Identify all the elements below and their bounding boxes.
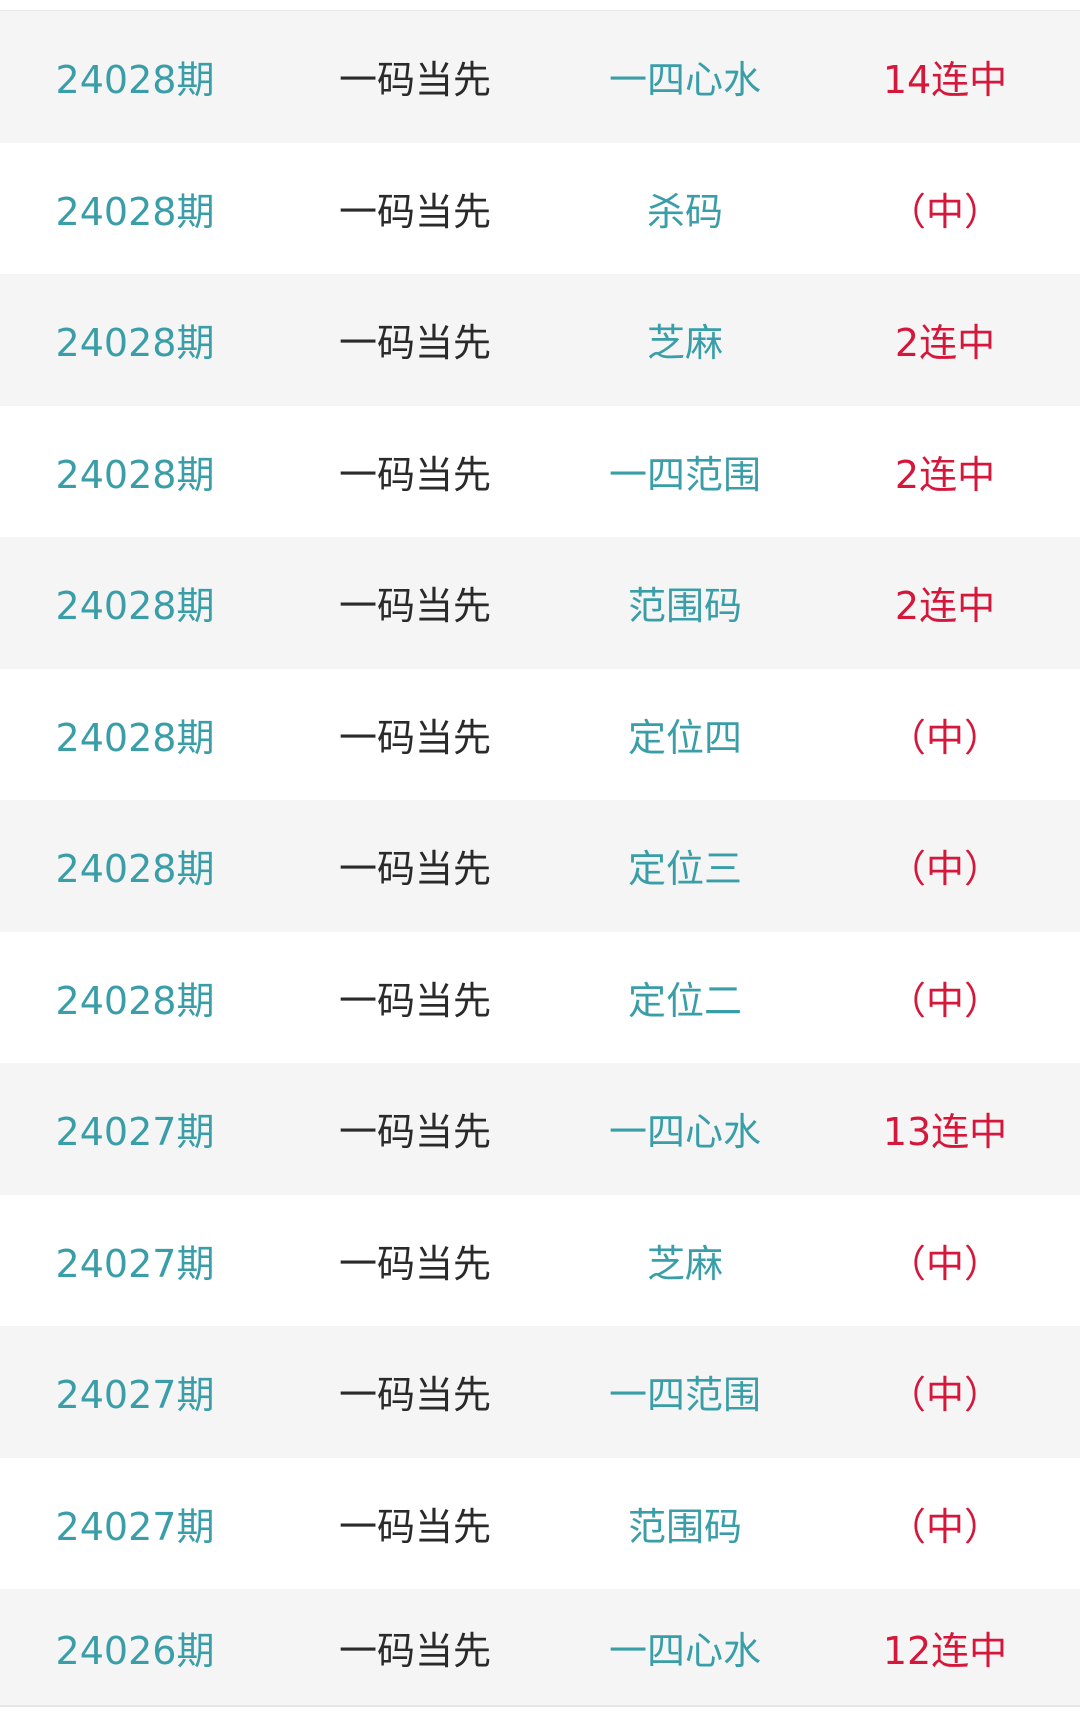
issue-cell: 24028期 (55, 189, 215, 234)
issue-cell: 24027期 (55, 1504, 215, 1549)
result-cell: 12连中 (882, 1628, 1008, 1673)
table-row[interactable]: 24027期 一码当先 芝麻 （中） (0, 1195, 1080, 1327)
category-cell: 一码当先 (338, 189, 492, 234)
type-cell: 一四心水 (608, 1110, 762, 1155)
issue-cell: 24028期 (55, 321, 215, 366)
type-cell: 杀码 (646, 189, 724, 234)
type-cell: 定位二 (627, 978, 743, 1023)
table-row[interactable]: 24028期 一码当先 一四范围 2连中 (0, 406, 1080, 538)
result-cell: （中） (887, 1373, 1003, 1418)
type-cell: 定位四 (627, 715, 743, 760)
table-row[interactable]: 24028期 一码当先 定位四 （中） (0, 669, 1080, 801)
result-cell: 14连中 (882, 58, 1008, 103)
result-cell: （中） (887, 978, 1003, 1023)
type-cell: 范围码 (627, 1504, 743, 1549)
category-cell: 一码当先 (338, 978, 492, 1023)
category-cell: 一码当先 (338, 58, 492, 103)
category-cell: 一码当先 (338, 452, 492, 497)
issue-cell: 24027期 (55, 1373, 215, 1418)
issue-cell: 24027期 (55, 1241, 215, 1286)
type-cell: 范围码 (627, 584, 743, 629)
type-cell: 定位三 (627, 847, 743, 892)
table-row[interactable]: 24027期 一码当先 一四心水 13连中 (0, 1063, 1080, 1195)
result-cell: （中） (887, 847, 1003, 892)
issue-cell: 24027期 (55, 1110, 215, 1155)
table-row[interactable]: 24028期 一码当先 定位三 （中） (0, 800, 1080, 932)
issue-cell: 24026期 (55, 1628, 215, 1673)
table-row[interactable]: 24026期 一码当先 一四心水 12连中 (0, 1589, 1080, 1707)
issue-cell: 24028期 (55, 584, 215, 629)
table-row[interactable]: 24028期 一码当先 一四心水 14连中 (0, 11, 1080, 143)
table-row[interactable]: 24027期 一码当先 范围码 （中） (0, 1458, 1080, 1590)
table-row[interactable]: 24028期 一码当先 杀码 （中） (0, 143, 1080, 275)
result-cell: （中） (887, 189, 1003, 234)
type-cell: 一四心水 (608, 1628, 762, 1673)
type-cell: 一四范围 (608, 1373, 762, 1418)
type-cell: 一四心水 (608, 58, 762, 103)
category-cell: 一码当先 (338, 1110, 492, 1155)
type-cell: 芝麻 (646, 321, 724, 366)
category-cell: 一码当先 (338, 1628, 492, 1673)
result-cell: （中） (887, 1241, 1003, 1286)
category-cell: 一码当先 (338, 1504, 492, 1549)
issue-cell: 24028期 (55, 452, 215, 497)
result-cell: （中） (887, 715, 1003, 760)
result-cell: （中） (887, 1504, 1003, 1549)
table-row[interactable]: 24028期 一码当先 范围码 2连中 (0, 537, 1080, 669)
top-divider (0, 10, 1080, 11)
category-cell: 一码当先 (338, 715, 492, 760)
issue-cell: 24028期 (55, 715, 215, 760)
category-cell: 一码当先 (338, 1241, 492, 1286)
table-row[interactable]: 24027期 一码当先 一四范围 （中） (0, 1326, 1080, 1458)
table-row[interactable]: 24028期 一码当先 定位二 （中） (0, 932, 1080, 1064)
result-cell: 13连中 (882, 1110, 1008, 1155)
table-row[interactable]: 24028期 一码当先 芝麻 2连中 (0, 274, 1080, 406)
category-cell: 一码当先 (338, 584, 492, 629)
category-cell: 一码当先 (338, 321, 492, 366)
category-cell: 一码当先 (338, 847, 492, 892)
result-cell: 2连中 (894, 584, 996, 629)
result-cell: 2连中 (894, 452, 996, 497)
issue-cell: 24028期 (55, 58, 215, 103)
issue-cell: 24028期 (55, 978, 215, 1023)
issue-cell: 24028期 (55, 847, 215, 892)
result-cell: 2连中 (894, 321, 996, 366)
category-cell: 一码当先 (338, 1373, 492, 1418)
type-cell: 芝麻 (646, 1241, 724, 1286)
results-table: 24028期 一码当先 一四心水 14连中 24028期 一码当先 杀码 （中） 24028期一… (0, 11, 1080, 1707)
type-cell: 一四范围 (608, 452, 762, 497)
